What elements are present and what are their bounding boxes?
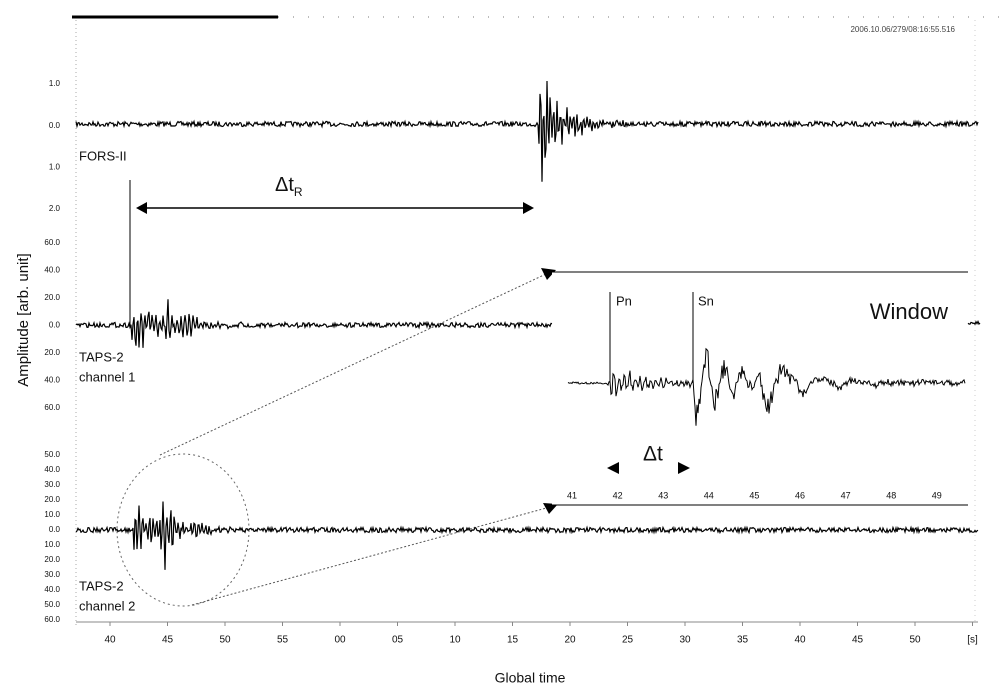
arrow-head — [541, 268, 556, 280]
x-tick-label: 40 — [794, 635, 806, 646]
x-tick-label: 10 — [449, 635, 461, 646]
trace-name: FORS-II — [79, 148, 127, 163]
inset-tick-label: 45 — [749, 490, 759, 500]
y-tick-label: 50.0 — [44, 450, 60, 459]
y-tick-label: 10.0 — [44, 510, 60, 519]
inset-tick-label: 47 — [841, 490, 851, 500]
inset-tick-label: 43 — [658, 490, 668, 500]
x-tick-label: 35 — [737, 635, 749, 646]
x-tick-label: 15 — [507, 635, 519, 646]
delta-tr-subscript: R — [294, 185, 303, 199]
delta-t-label: Δt — [643, 443, 663, 466]
inset-tick-label: 41 — [567, 490, 577, 500]
arrow-head — [523, 202, 534, 214]
zoom-guide — [191, 506, 551, 606]
x-axis-label: Global time — [495, 670, 566, 686]
x-tick-label: 45 — [162, 635, 174, 646]
y-tick-label: 10.0 — [44, 540, 60, 549]
window-title: Window — [870, 299, 948, 324]
y-tick-label: 30.0 — [44, 570, 60, 579]
x-tick-label: 40 — [104, 635, 116, 646]
y-tick-label: 20.0 — [44, 348, 60, 357]
trace-name: TAPS-2 — [79, 349, 124, 364]
trace-name: channel 1 — [79, 369, 135, 384]
y-tick-label: 40.0 — [44, 585, 60, 594]
waveform — [75, 501, 979, 570]
waveform — [605, 347, 966, 426]
x-tick-label: 30 — [679, 635, 691, 646]
arrow-head — [678, 462, 690, 474]
waveform — [75, 299, 553, 348]
inset-tick-label: 46 — [795, 490, 805, 500]
y-tick-label: 0.0 — [49, 121, 61, 130]
timestamp: 2006.10.06/279/08:16:55.516 — [850, 25, 955, 34]
inset-tick-label: 44 — [704, 490, 714, 500]
y-tick-label: 60.0 — [44, 615, 60, 624]
trace-name: TAPS-2 — [79, 578, 124, 593]
waveform — [967, 320, 981, 326]
y-tick-label: 60.0 — [44, 238, 60, 247]
y-tick-label: 30.0 — [44, 480, 60, 489]
y-axis-label: Amplitude [arb. unit] — [15, 253, 32, 386]
x-tick-label: 00 — [334, 635, 346, 646]
y-tick-label: 20.0 — [44, 555, 60, 564]
y-tick-label: 0.0 — [49, 321, 61, 330]
y-tick-label: 40.0 — [44, 376, 60, 385]
inset-tick-label: 48 — [886, 490, 896, 500]
delta-tr-symbol: Δt — [275, 174, 294, 196]
delta-tr-label: ΔtR — [275, 174, 303, 199]
arrow-head — [543, 503, 558, 514]
x-tick-label: 50 — [909, 635, 921, 646]
y-tick-label: 20.0 — [44, 293, 60, 302]
waveform — [75, 80, 979, 182]
y-tick-label: 1.0 — [49, 163, 61, 172]
inset-tick-label: 42 — [613, 490, 623, 500]
y-tick-label: 0.0 — [49, 525, 61, 534]
y-tick-label: 2.0 — [49, 204, 61, 213]
x-tick-label: 50 — [219, 635, 231, 646]
inset-tick-label: 49 — [932, 490, 942, 500]
x-tick-label: [s] — [967, 635, 978, 646]
y-tick-label: 40.0 — [44, 266, 60, 275]
x-tick-label: 55 — [277, 635, 289, 646]
x-tick-label: 20 — [564, 635, 576, 646]
y-tick-label: 20.0 — [44, 495, 60, 504]
y-tick-label: 40.0 — [44, 465, 60, 474]
phase-label: Sn — [698, 293, 714, 308]
y-tick-label: 60.0 — [44, 403, 60, 412]
x-tick-label: 25 — [622, 635, 634, 646]
y-tick-label: 1.0 — [49, 79, 61, 88]
arrow-head — [607, 462, 619, 474]
waveform — [567, 381, 607, 385]
x-tick-label: 45 — [852, 635, 864, 646]
phase-label: Pn — [616, 293, 632, 308]
y-tick-label: 50.0 — [44, 600, 60, 609]
trace-name: channel 2 — [79, 598, 135, 613]
x-tick-label: 05 — [392, 635, 404, 646]
arrow-head — [136, 202, 147, 214]
zoom-guide — [159, 273, 547, 456]
